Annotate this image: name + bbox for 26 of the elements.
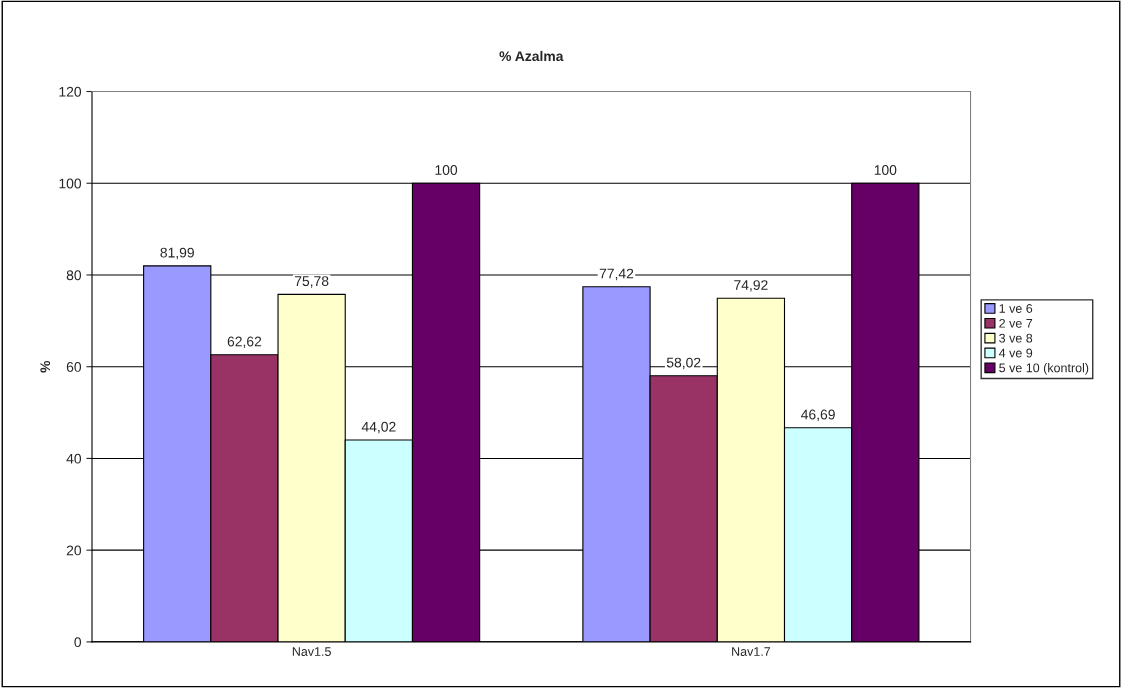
- y-axis-title: %: [40, 360, 51, 373]
- data-label: 75,78: [294, 276, 329, 288]
- data-label: 81,99: [160, 247, 194, 260]
- data-label: 100: [435, 165, 458, 175]
- y-tick-label: 100: [59, 178, 82, 189]
- legend-label: 4 ve 9: [998, 348, 1033, 358]
- legend-label: 3 ve 8: [999, 333, 1033, 343]
- x-tick-label: Nav1.7: [732, 647, 771, 656]
- data-label: 44,02: [361, 421, 396, 434]
- data-label: 100: [874, 165, 897, 175]
- legend-label: 5 ve 10 (kontrol): [999, 363, 1089, 375]
- x-tick-label: Nav1.5: [292, 647, 331, 656]
- data-label: 46,69: [801, 409, 835, 422]
- data-label: 58,02: [666, 357, 701, 370]
- y-tick-label: 20: [66, 545, 82, 556]
- y-tick-label: 60: [66, 362, 82, 372]
- y-tick-label: 80: [66, 270, 82, 281]
- data-label: 77,42: [599, 268, 634, 281]
- chart-title: % Azalma: [499, 50, 564, 62]
- legend-label: 1 ve 6: [999, 304, 1033, 313]
- y-tick-label: 0: [74, 637, 82, 648]
- y-tick-label: 40: [66, 453, 82, 464]
- legend-label: 2 ve 7: [999, 318, 1033, 328]
- data-label: 74,92: [734, 280, 768, 292]
- data-label: 62,62: [227, 336, 262, 349]
- y-tick-label: 120: [59, 86, 82, 97]
